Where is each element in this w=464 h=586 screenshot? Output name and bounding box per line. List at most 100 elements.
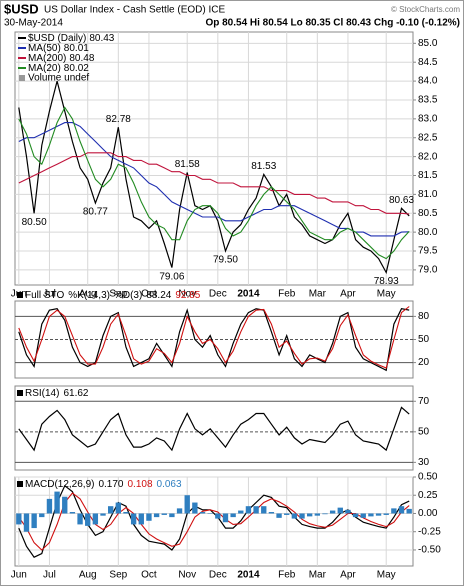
y-tick-label: 50 <box>418 334 430 345</box>
legend-title: Full STO <box>25 290 64 301</box>
y-tick-label: 82.0 <box>418 151 438 162</box>
series-line <box>18 484 410 558</box>
date: 30-May-2014 <box>4 18 63 29</box>
value-label: 81.53 <box>251 161 276 172</box>
histogram-bar <box>77 513 83 525</box>
y-tick-label: 30 <box>418 457 430 468</box>
histogram-bar <box>299 513 305 519</box>
value-label: 82.78 <box>106 114 131 125</box>
legend-value: 80.01 <box>64 43 89 54</box>
histogram-bar <box>253 506 259 514</box>
histogram-bar <box>69 512 76 514</box>
x-tick-label: 2014 <box>237 289 260 300</box>
histogram-bar <box>184 495 190 514</box>
histogram-bar <box>176 508 183 514</box>
histogram-bar <box>329 510 336 514</box>
value-label: 80.63 <box>389 195 414 206</box>
y-tick-label: 85.0 <box>418 38 438 49</box>
histogram-bar <box>23 513 30 532</box>
legend-value: 0.170 <box>98 479 123 490</box>
x-tick-label: Feb <box>278 570 296 581</box>
histogram-bar <box>391 508 397 514</box>
legend-value: 88.24 <box>146 290 171 301</box>
legend-entry: MA(200) 80.48 <box>28 53 95 64</box>
legend-entry: MA(50) 80.01 <box>28 43 89 54</box>
x-tick-label: Mar <box>309 289 327 300</box>
histogram-bar <box>375 513 382 516</box>
series-line <box>18 308 410 372</box>
series-line <box>18 406 410 452</box>
legend: MACD(12,26,9) 0.170 0.108 0.063 <box>25 479 182 490</box>
quote: Op 80.54 Hi 80.54 Lo 80.35 Cl 80.43 Chg … <box>205 18 460 29</box>
y-tick-label: 0.50 <box>418 472 438 483</box>
y-tick-label: 0.25 <box>418 490 438 501</box>
histogram-bar <box>130 513 137 525</box>
histogram-bar <box>230 513 236 518</box>
series-line <box>18 306 410 369</box>
series-line <box>18 80 410 275</box>
x-tick-label: Jun <box>11 570 27 581</box>
legend-name: MA(50) <box>28 43 61 54</box>
histogram-bar <box>360 513 366 518</box>
y-tick-label: 70 <box>418 396 430 407</box>
histogram-bar <box>138 513 144 525</box>
histogram-bar <box>368 513 374 517</box>
histogram-bar <box>115 502 122 514</box>
y-tick-label: 81.0 <box>418 189 438 200</box>
value-label: 78.93 <box>374 276 399 287</box>
histogram-bar <box>54 491 60 514</box>
legend-value: 0.063 <box>157 479 182 490</box>
y-tick-label: 83.5 <box>418 95 438 106</box>
x-tick-label: Aug <box>79 570 97 581</box>
histogram-bar <box>306 513 313 517</box>
legend: Full STO %K(14,3) %D(3) 88.24 92.85 <box>25 290 201 301</box>
value-label: 80.77 <box>83 207 108 218</box>
volume-label: Volume undef <box>28 73 89 84</box>
histogram-bar <box>39 513 45 518</box>
histogram-bar <box>268 512 275 514</box>
legend-value: 80.48 <box>69 53 94 64</box>
y-tick-label: 82.5 <box>418 132 438 143</box>
legend-swatch <box>19 75 25 81</box>
y-tick-label: 84.0 <box>418 76 438 87</box>
x-tick-label: Sep <box>109 570 127 581</box>
instrument-name: US Dollar Index - Cash Settle (EOD) ICE <box>44 5 225 16</box>
x-tick-label: Jul <box>43 289 56 300</box>
x-tick-label: Nov <box>178 289 196 300</box>
histogram-bar <box>337 507 343 514</box>
x-tick-label: Apr <box>340 289 356 300</box>
y-tick-label: 84.5 <box>418 57 438 68</box>
legend-name: MA(20) <box>28 63 61 74</box>
x-tick-label: Mar <box>309 570 327 581</box>
histogram-bar <box>284 513 290 515</box>
histogram-bar <box>62 496 68 514</box>
legend-title: RSI(14) <box>25 388 59 399</box>
legend-value: 80.43 <box>89 33 114 44</box>
legend-title: MACD(12,26,9) <box>25 479 94 490</box>
histogram-bar <box>261 506 267 514</box>
histogram-bar <box>222 513 229 523</box>
x-tick-label: May <box>377 570 396 581</box>
histogram-bar <box>215 513 221 519</box>
x-tick-label: Dec <box>209 570 227 581</box>
credit: © StockCharts.com <box>391 5 460 14</box>
histogram-bar <box>169 513 175 518</box>
histogram-bar <box>291 513 298 519</box>
x-tick-label: Oct <box>141 289 157 300</box>
y-tick-label: 80.0 <box>418 227 438 238</box>
legend-value: 0.108 <box>128 479 153 490</box>
y-tick-label: -0.50 <box>418 545 441 556</box>
x-tick-label: Dec <box>209 289 227 300</box>
x-tick-label: Jul <box>43 570 56 581</box>
x-tick-label: Aug <box>79 289 97 300</box>
histogram-bar <box>107 506 114 514</box>
value-label: 81.58 <box>175 159 200 170</box>
value-label: 79.50 <box>213 255 238 266</box>
histogram-bar <box>16 513 22 525</box>
y-tick-label: 83.0 <box>418 113 438 124</box>
y-tick-label: 80 <box>418 311 430 322</box>
legend-swatch <box>17 390 23 396</box>
legend-name: %D(3) <box>114 290 142 301</box>
legend-entry: $USD (Daily) 80.43 <box>28 33 115 44</box>
